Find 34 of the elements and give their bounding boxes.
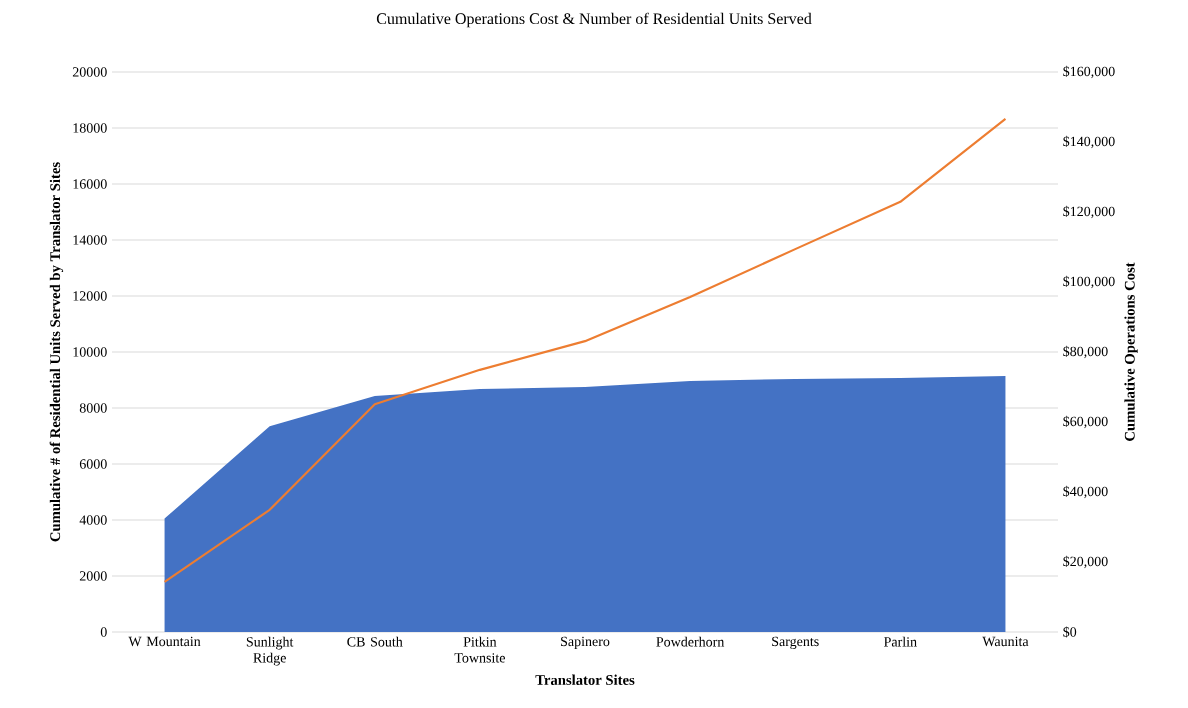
y-tick-label: 8000: [79, 403, 107, 413]
y-tick-label: 10000: [73, 347, 107, 357]
x-tick-label: CB South: [347, 636, 403, 647]
y2-tick-label: $0: [1063, 626, 1077, 638]
y-tick-label: 2000: [79, 571, 107, 581]
y2-tick-label: $40,000: [1063, 485, 1108, 499]
y-tick-label: 14000: [73, 235, 107, 245]
y2-tick-label: $120,000: [1063, 205, 1115, 219]
y-axis-title: Cumulative # of Residential Units Served by Translator Sites: [49, 162, 64, 542]
y2-tick-label: $20,000: [1063, 555, 1108, 569]
y-tick-label: 16000: [73, 179, 107, 189]
x-tick-label: Powderhorn: [656, 636, 725, 647]
x-axis-title: Translator Sites: [535, 674, 635, 685]
y2-axis-title: Cumulative Operations Cost: [1124, 262, 1138, 441]
y-tick-label: 20000: [72, 67, 107, 77]
x-tick-label: Parlin: [884, 636, 917, 647]
y2-tick-label: $160,000: [1063, 65, 1115, 79]
y2-tick-label: $140,000: [1063, 135, 1115, 149]
x-tick-label: Sargents: [772, 636, 819, 649]
y-tick-label: 6000: [79, 459, 107, 469]
x-tick-label: Waunita: [982, 636, 1029, 647]
y2-tick-label: $100,000: [1063, 275, 1115, 289]
y-tick-label: 18000: [73, 123, 107, 133]
x-tick-label: W Mountain: [128, 636, 201, 647]
y-tick-label: 4000: [79, 515, 107, 525]
x-tick-label: Sunlight Ridge: [246, 636, 294, 666]
y2-tick-label: $80,000: [1063, 345, 1108, 359]
x-tick-label: Sapinero: [561, 636, 610, 649]
y-tick-label: 12000: [73, 291, 107, 301]
y2-tick-label: $60,000: [1063, 415, 1108, 429]
line-series: [163, 117, 1007, 584]
chart-title: Cumulative Operations Cost & Number of Residential Units Served: [376, 12, 812, 28]
x-tick-label: Pitkin Townsite: [454, 636, 505, 663]
y-tick-label: 0: [100, 627, 107, 637]
